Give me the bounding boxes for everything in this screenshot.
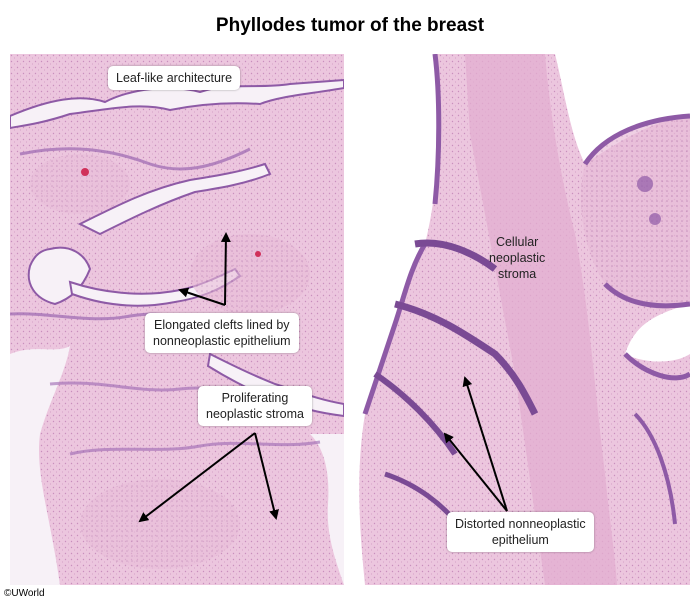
label-cellular-line3: stroma	[489, 266, 545, 282]
label-cellular-line1: Cellular	[489, 234, 545, 250]
label-cellular-neoplastic-stroma: Cellular neoplastic stroma	[481, 230, 553, 286]
label-clefts-line2: nonneoplastic epithelium	[153, 333, 291, 349]
right-micrograph-panel: Cellular neoplastic stroma Distorted non…	[355, 54, 690, 585]
label-clefts-line1: Elongated clefts lined by	[153, 317, 291, 333]
label-stroma-line2: neoplastic stroma	[206, 406, 304, 422]
right-micrograph-image	[355, 54, 690, 585]
label-stroma-line1: Proliferating	[206, 390, 304, 406]
label-leaf-text: Leaf-like architecture	[116, 70, 232, 86]
copyright-text: ©UWorld	[4, 588, 45, 599]
label-proliferating-stroma: Proliferating neoplastic stroma	[198, 386, 312, 426]
figure-title: Phyllodes tumor of the breast	[0, 15, 700, 37]
label-cellular-line2: neoplastic	[489, 250, 545, 266]
label-elongated-clefts: Elongated clefts lined by nonneoplastic …	[145, 313, 299, 353]
label-distorted-line2: epithelium	[455, 532, 586, 548]
label-leaf-like-architecture: Leaf-like architecture	[108, 66, 240, 90]
label-distorted-epithelium: Distorted nonneoplastic epithelium	[447, 512, 594, 552]
label-distorted-line1: Distorted nonneoplastic	[455, 516, 586, 532]
left-micrograph-panel: Leaf-like architecture Elongated clefts …	[10, 54, 344, 585]
